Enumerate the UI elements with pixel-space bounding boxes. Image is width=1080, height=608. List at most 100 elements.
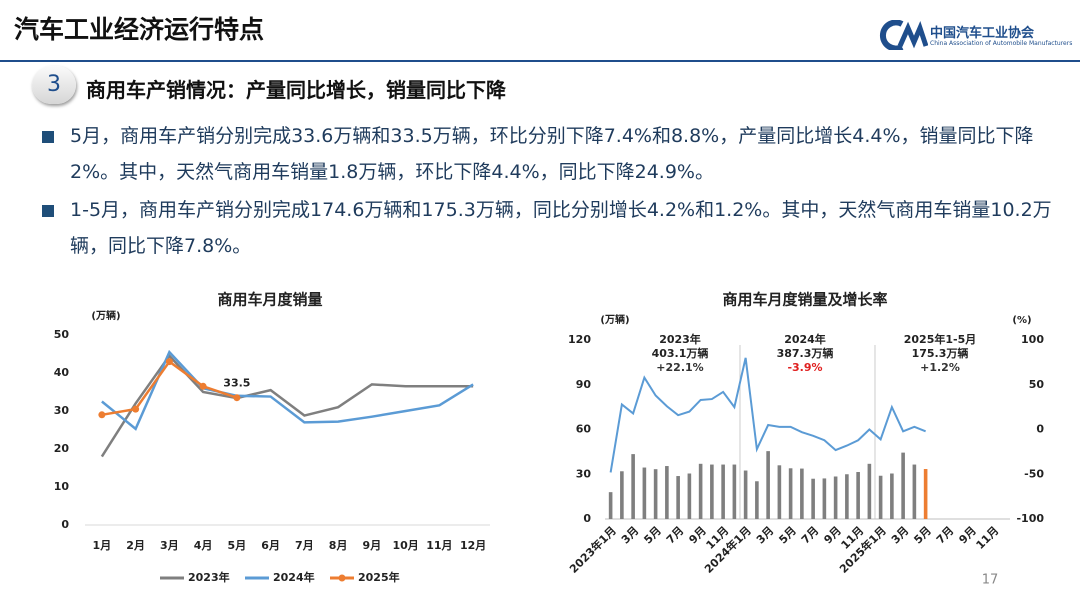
header-rule	[0, 60, 1080, 62]
y-tick-label: 0	[583, 512, 591, 525]
section-title: 商用车产销情况：产量同比增长，销量同比下降	[86, 78, 506, 102]
x-tick-label: 5月	[911, 524, 933, 546]
marker	[233, 394, 241, 402]
x-tick-label: 11月	[974, 524, 1002, 552]
bar	[845, 474, 849, 519]
y-tick-label: 20	[54, 442, 70, 455]
y2-unit: (%)	[1012, 315, 1031, 326]
bar	[642, 467, 647, 519]
logo-cn: 中国汽车工业协会	[930, 26, 1035, 41]
annotation-rate: +22.1%	[656, 361, 703, 374]
bar	[653, 469, 658, 519]
chart-title: 商用车月度销量及增长率	[722, 291, 887, 309]
x-tick-label: 7月	[799, 524, 821, 546]
y-tick-label: 90	[576, 378, 592, 391]
marker	[165, 358, 173, 366]
annotation-year: 2024年	[784, 332, 826, 346]
x-tick-label: 7月	[664, 524, 686, 546]
annotation-year: 2025年1-5月	[904, 332, 977, 346]
bar	[912, 464, 917, 519]
marker	[199, 382, 207, 390]
x-tick-label: 6月	[261, 539, 280, 552]
y2-tick-label: -100	[1016, 512, 1044, 525]
y-tick-label: 60	[576, 423, 592, 436]
annotation-rate: +1.2%	[920, 361, 960, 374]
x-tick-label: 10月	[392, 539, 418, 552]
x-tick-label: 12月	[460, 539, 486, 552]
line	[101, 359, 238, 417]
legend-marker	[338, 574, 346, 582]
bar	[710, 464, 714, 519]
marker	[132, 405, 140, 413]
x-tick-label: 3月	[619, 524, 641, 546]
y-tick-label: 120	[568, 333, 591, 346]
x-tick-label: 4月	[194, 539, 213, 552]
x-tick-label: 2月	[126, 539, 145, 552]
y-tick-label: 0	[61, 518, 69, 531]
page-number: 17	[982, 573, 999, 588]
line	[101, 349, 474, 431]
y-tick-label: 30	[576, 467, 592, 480]
y2-tick-label: 50	[1029, 378, 1045, 391]
legend-label: 2023年	[188, 570, 230, 584]
bar	[698, 463, 703, 519]
legend-label: 2024年	[273, 570, 315, 584]
y2-tick-label: -50	[1024, 467, 1044, 480]
x-tick-label: 8月	[329, 539, 348, 552]
bullet: 1-5月，商用车产销分别完成174.6万辆和175.3万辆，同比分别增长4.2%…	[40, 192, 1060, 264]
bar	[608, 492, 613, 519]
bar	[687, 473, 692, 519]
bar	[766, 451, 770, 519]
line	[609, 357, 926, 473]
bar	[822, 478, 827, 519]
y-tick-label: 50	[54, 328, 70, 341]
bar	[878, 475, 883, 519]
chart-title: 商用车月度销量	[217, 291, 322, 309]
x-tick-label: 2023年1月	[566, 523, 619, 576]
bar	[665, 466, 669, 519]
y-unit: (万辆)	[91, 309, 120, 322]
logo-icon	[879, 20, 928, 50]
x-tick-label: 3月	[889, 524, 911, 546]
bar	[833, 476, 838, 519]
bar	[856, 472, 860, 519]
bar	[788, 468, 793, 519]
annotation-total: 175.3万辆	[912, 346, 969, 360]
annotation-year: 2023年	[659, 332, 701, 346]
y2-tick-label: 0	[1036, 423, 1044, 436]
bullet-list: 5月，商用车产销分别完成33.6万辆和33.5万辆，环比分别下降7.4%和8.8…	[40, 118, 1060, 264]
bar	[676, 476, 680, 519]
marker	[98, 411, 106, 419]
y-tick-label: 10	[54, 480, 70, 493]
bar	[620, 471, 624, 519]
bar	[732, 464, 737, 519]
x-tick-label: 11月	[426, 539, 452, 552]
bullet: 5月，商用车产销分别完成33.6万辆和33.5万辆，环比分别下降7.4%和8.8…	[40, 118, 1060, 190]
bar	[743, 470, 748, 519]
bar	[631, 454, 635, 519]
x-tick-label: 1月	[93, 539, 112, 552]
bar	[721, 464, 725, 519]
legend-label: 2025年	[358, 570, 400, 584]
header-title: 汽车工业经济运行特点	[14, 15, 265, 44]
bar	[890, 473, 894, 519]
bar	[901, 452, 905, 519]
bar	[777, 465, 782, 519]
x-tick-label: 5月	[776, 524, 798, 546]
x-tick-label: 5月	[641, 524, 663, 546]
x-tick-label: 3月	[754, 524, 776, 546]
y-unit: (万辆)	[600, 313, 629, 326]
bar	[923, 469, 928, 519]
line	[100, 353, 474, 458]
data-label: 33.5	[223, 377, 250, 390]
annotation-total: 387.3万辆	[777, 346, 834, 360]
y2-tick-label: 100	[1021, 333, 1044, 346]
x-tick-label: 9月	[363, 539, 382, 552]
x-tick-label: 5月	[228, 539, 247, 552]
y-tick-label: 40	[54, 366, 70, 379]
annotation-rate: -3.9%	[787, 361, 822, 374]
y-tick-label: 30	[54, 404, 70, 417]
section-number: 3	[32, 66, 76, 104]
